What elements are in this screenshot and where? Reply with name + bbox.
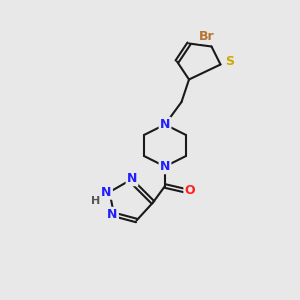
Text: N: N xyxy=(160,160,170,173)
Text: S: S xyxy=(225,55,234,68)
Text: N: N xyxy=(127,172,137,185)
Text: N: N xyxy=(101,185,112,199)
Text: Br: Br xyxy=(199,29,215,43)
Text: N: N xyxy=(160,118,170,131)
Text: O: O xyxy=(184,184,195,197)
Text: H: H xyxy=(92,196,100,206)
Text: N: N xyxy=(107,208,118,221)
